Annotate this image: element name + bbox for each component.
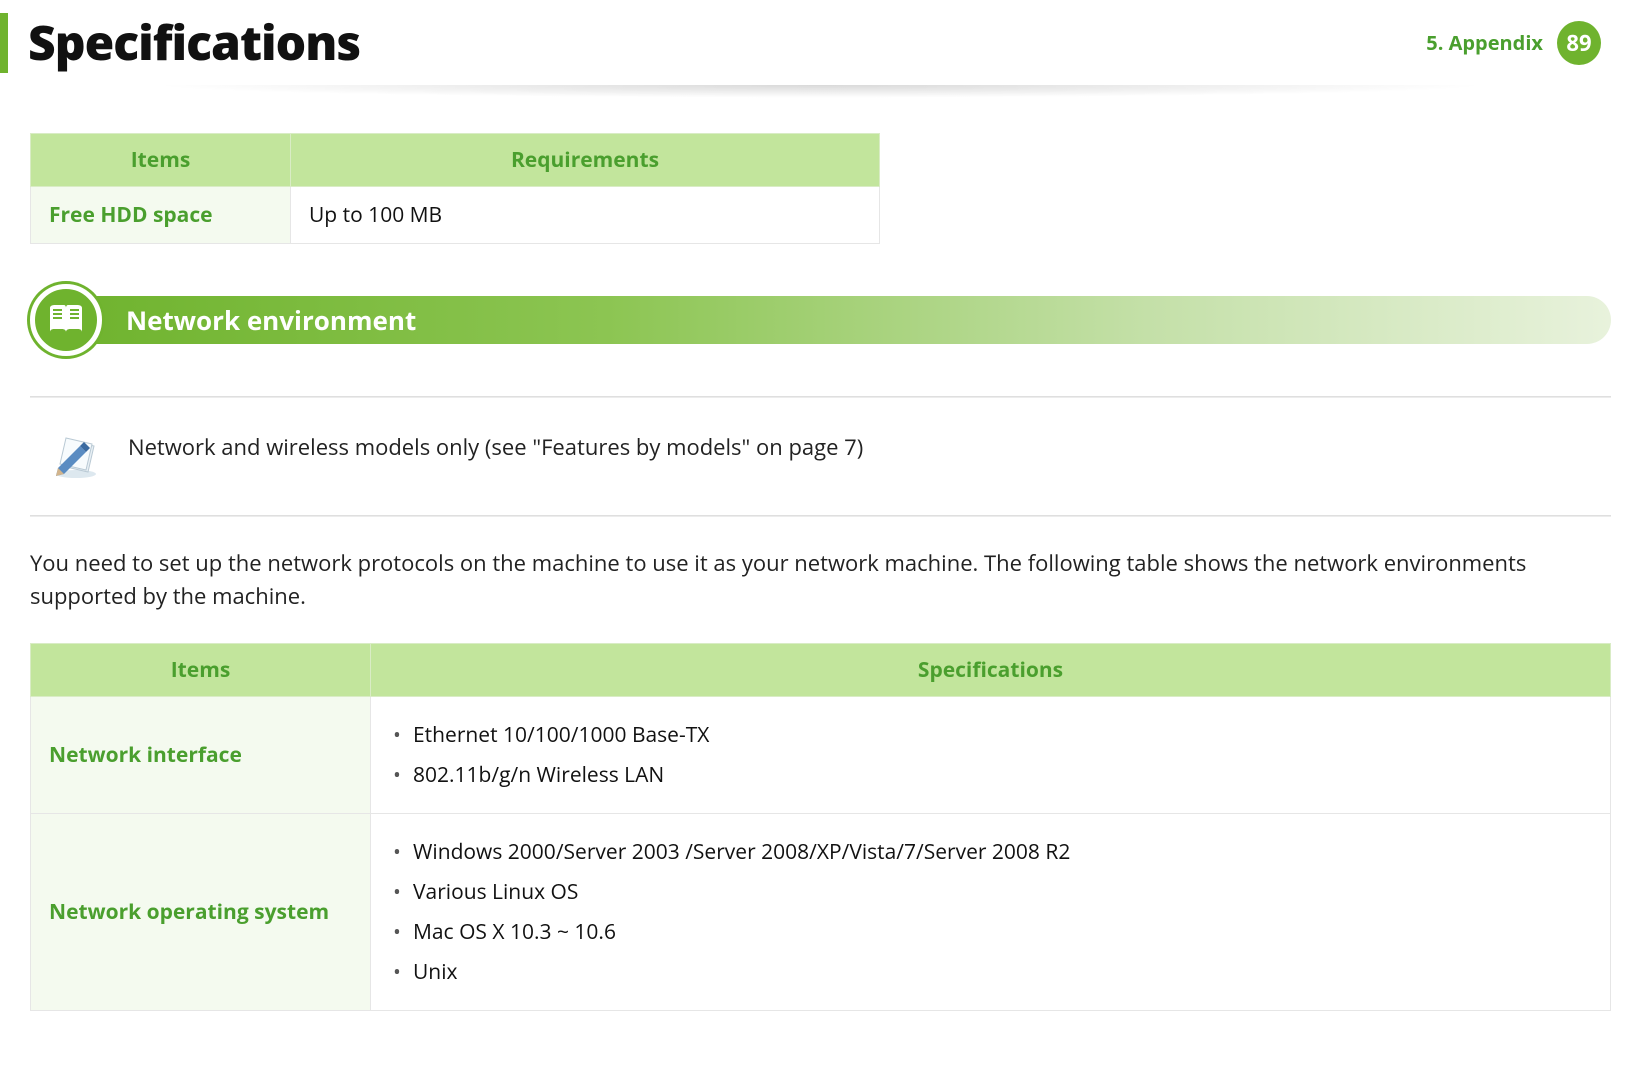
note-block: Network and wireless models only (see "F… [30,428,1611,515]
row-value: Ethernet 10/100/1000 Base-TX 802.11b/g/n… [371,697,1611,814]
section-header: Network environment [30,284,1611,356]
header-left: Specifications [0,10,360,75]
divider [30,515,1611,517]
table-header-specifications: Specifications [371,644,1611,697]
book-icon [30,284,102,356]
table-row: Free HDD space Up to 100 MB [31,187,880,244]
list-item: Various Linux OS [389,872,1592,912]
list-item: 802.11b/g/n Wireless LAN [389,755,1592,795]
row-label: Network operating system [31,814,371,1011]
header-right: 5. Appendix 89 [1426,21,1601,65]
table-header-requirements: Requirements [291,134,880,187]
section-pill: Network environment [66,296,1611,344]
row-value: Windows 2000/Server 2003 /Server 2008/XP… [371,814,1611,1011]
list-item: Unix [389,952,1592,992]
row-value: Up to 100 MB [291,187,880,244]
note-text: Network and wireless models only (see "F… [128,428,863,462]
row-label: Free HDD space [31,187,291,244]
body-paragraph: You need to set up the network protocols… [30,547,1611,613]
header-shadow [30,85,1611,103]
page-number-badge: 89 [1557,21,1601,65]
table-header-items: Items [31,644,371,697]
list-item: Ethernet 10/100/1000 Base-TX [389,715,1592,755]
section-title: Network environment [126,302,416,338]
table-row: Network operating system Windows 2000/Se… [31,814,1611,1011]
page-title: Specifications [28,10,360,75]
requirements-table: Items Requirements Free HDD space Up to … [30,133,880,244]
specifications-table: Items Specifications Network interface E… [30,643,1611,1011]
note-icon [50,428,102,485]
table-header-items: Items [31,134,291,187]
accent-bar [0,13,8,73]
page-header: Specifications 5. Appendix 89 [0,0,1641,85]
row-label: Network interface [31,697,371,814]
content-area: Items Requirements Free HDD space Up to … [0,133,1641,1011]
list-item: Mac OS X 10.3 ~ 10.6 [389,912,1592,952]
breadcrumb: 5. Appendix [1426,29,1543,56]
divider [30,396,1611,398]
table-row: Network interface Ethernet 10/100/1000 B… [31,697,1611,814]
list-item: Windows 2000/Server 2003 /Server 2008/XP… [389,832,1592,872]
